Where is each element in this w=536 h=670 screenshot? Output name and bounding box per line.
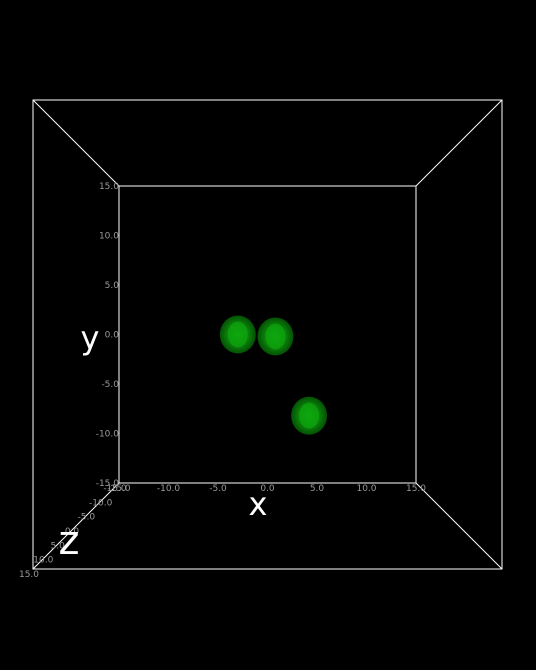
y-tick-label: -15.0 <box>96 479 120 489</box>
x-axis-title: x <box>249 485 268 523</box>
y-tick-label: 0.0 <box>105 331 120 341</box>
box-depth-edge <box>415 99 503 187</box>
box-front-face <box>32 99 503 570</box>
x-tick-label: 10.0 <box>356 484 376 494</box>
y-tick-label: 15.0 <box>99 182 119 192</box>
z-axis-title: z <box>59 518 80 564</box>
data-point <box>291 396 328 435</box>
y-tick-label: -5.0 <box>101 380 119 390</box>
x-tick-label: -10.0 <box>157 484 181 494</box>
x-tick-label: -5.0 <box>209 484 227 494</box>
y-tick-label: 5.0 <box>105 281 120 291</box>
x-tick-label: 0.0 <box>260 484 275 494</box>
x-tick-label: 15.0 <box>406 484 426 494</box>
y-axis-title: y <box>81 319 100 357</box>
bounding-box <box>32 99 503 570</box>
tick-labels: -15.0 -10.0 -5.0 0.0 5.0 10.0 15.0 -15.0 -10.0 -5… <box>19 182 426 580</box>
data-point <box>257 317 294 356</box>
box-depth-edge <box>415 482 503 570</box>
data-point-core <box>299 402 320 429</box>
box-back-face <box>118 185 417 484</box>
data-point-core <box>265 323 286 350</box>
y-tick-label: 10.0 <box>99 232 119 242</box>
y-tick-label: -10.0 <box>96 430 120 440</box>
x-tick-label: -15.0 <box>107 484 131 494</box>
box-depth-edge <box>32 99 120 187</box>
data-points <box>219 315 328 435</box>
z-tick-label: -5.0 <box>78 513 96 523</box>
box-depth-edge <box>32 482 120 570</box>
data-point-core <box>227 321 248 348</box>
data-point <box>219 315 256 354</box>
z-tick-label: 10.0 <box>33 556 53 566</box>
z-tick-label: -10.0 <box>89 498 113 508</box>
z-tick-label: 15.0 <box>19 570 39 580</box>
z-tick-label: 5.0 <box>51 541 66 551</box>
x-tick-label: 5.0 <box>310 484 325 494</box>
z-tick-label: -15.0 <box>103 484 127 494</box>
z-tick-label: 0.0 <box>65 527 80 537</box>
